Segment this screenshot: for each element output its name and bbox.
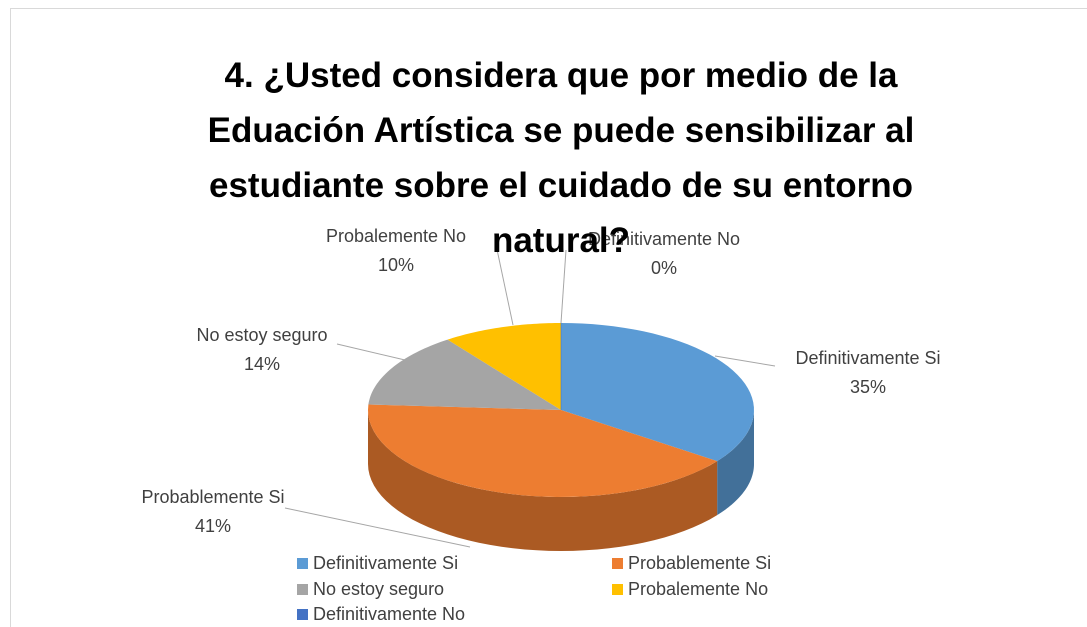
data-label-name: Definitivamente Si — [795, 348, 940, 368]
chart-title: 4. ¿Usted considera que por medio de la … — [207, 56, 915, 260]
legend-label: Probalemente No — [628, 579, 768, 599]
data-label-value: 0% — [651, 258, 677, 278]
legend-swatch — [297, 558, 308, 569]
data-label-name: Probablemente Si — [141, 487, 284, 507]
slice-side — [368, 410, 718, 551]
chart-border — [10, 8, 1087, 627]
legend-swatch — [297, 584, 308, 595]
data-label-name: No estoy seguro — [196, 325, 327, 345]
slice-side — [717, 410, 754, 516]
leader-line — [494, 239, 514, 326]
legend-label: Definitivamente Si — [313, 553, 458, 573]
legend-swatch — [297, 609, 308, 620]
legend-label: Probablemente Si — [628, 553, 771, 573]
data-label-value: 41% — [195, 516, 231, 536]
data-label-name: Definitivamente No — [588, 229, 740, 249]
legend-label: No estoy seguro — [313, 579, 444, 599]
slice — [561, 323, 754, 462]
legend-swatch — [612, 584, 623, 595]
leader-line — [336, 343, 406, 361]
slice — [368, 339, 561, 410]
slice — [368, 404, 718, 497]
leader-line — [284, 507, 471, 548]
data-label-value: 14% — [244, 354, 280, 374]
legend-swatch — [612, 558, 623, 569]
legend-label: Definitivamente No — [313, 604, 465, 624]
leader-line — [560, 249, 567, 324]
slice — [447, 323, 561, 410]
leader-line — [714, 355, 776, 367]
data-label-value: 10% — [378, 255, 414, 275]
data-label-name: Probalemente No — [326, 226, 466, 246]
data-label-value: 35% — [850, 377, 886, 397]
